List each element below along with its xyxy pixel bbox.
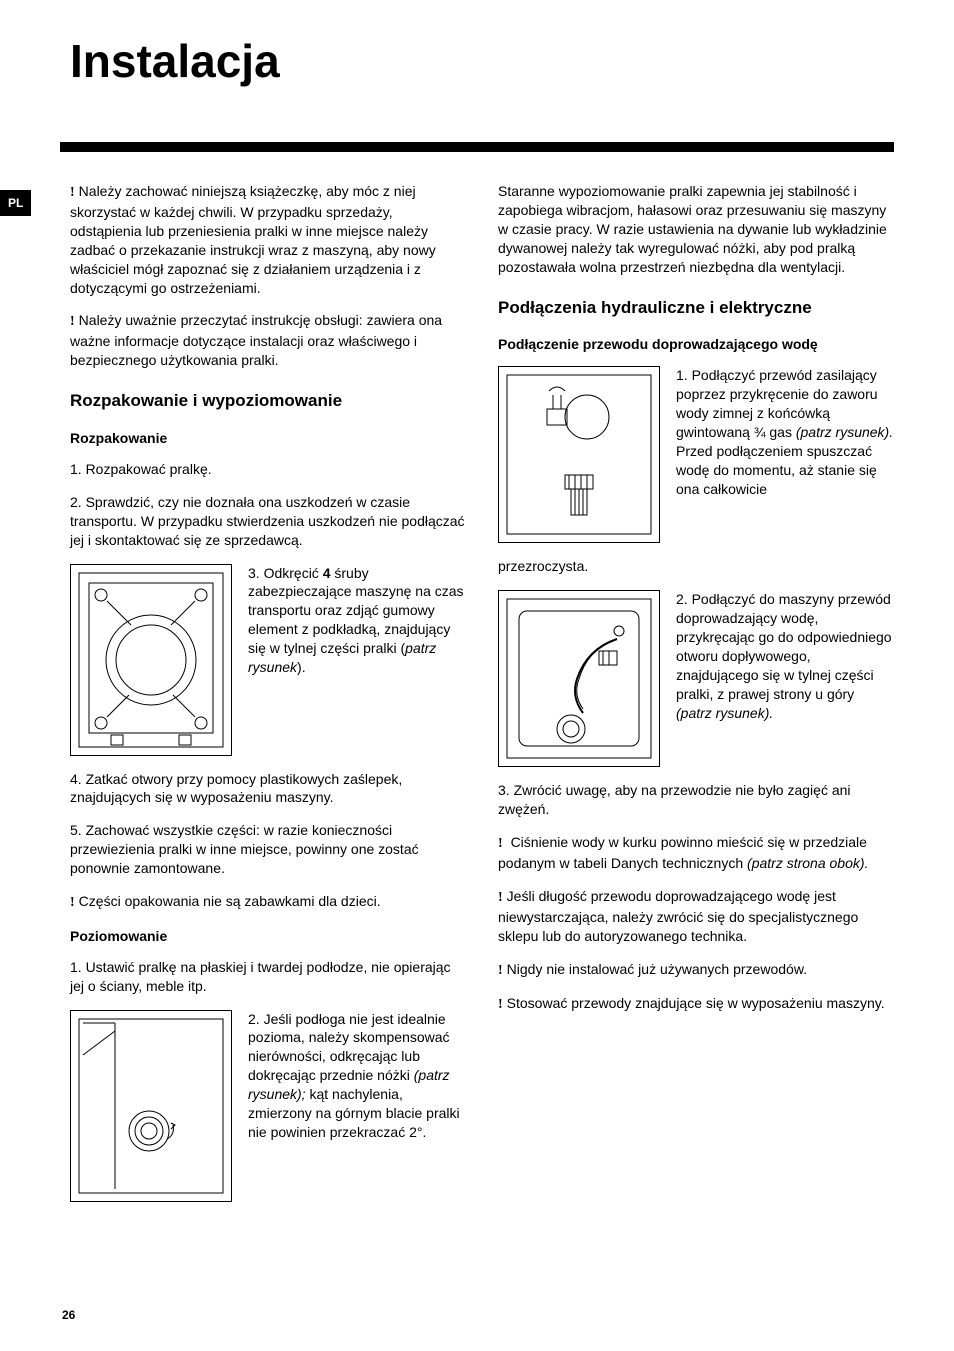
title-rule	[60, 142, 894, 152]
text-fragment: (patrz strona obok).	[747, 855, 868, 871]
warning-packaging: Części opakowania nie są zabawkami dla d…	[70, 892, 466, 913]
text-fragment: 4	[323, 565, 331, 581]
page-title: Instalacja	[70, 30, 894, 92]
text-fragment: (patrz rysunek).	[796, 424, 893, 440]
step-connect-rear: 2. Podłączyć do maszyny przewód doprowad…	[676, 590, 894, 722]
heading-unpack-level: Rozpakowanie i wypoziomowanie	[70, 390, 466, 413]
content-columns: Należy zachować niniejszą książeczkę, ab…	[60, 182, 894, 1215]
step-level-2: 2. Jeśli podłoga nie jest idealnie pozio…	[248, 1010, 466, 1142]
warning-pressure: Ciśnienie wody w kurku powinno mieścić s…	[498, 833, 894, 873]
warning-hose-length: Jeśli długość przewodu doprowadzającego …	[498, 887, 894, 946]
warning-used-hoses: Nigdy nie instalować już używanych przew…	[498, 960, 894, 981]
figure-transport-bolts	[70, 564, 232, 756]
text-fragment: 2. Podłączyć do maszyny przewód doprowad…	[676, 591, 892, 701]
warning-supplied-hoses: Stosować przewody znajdujące się w wypos…	[498, 994, 894, 1015]
figure-levelling-foot	[70, 1010, 232, 1202]
step-unpack-2: 2. Sprawdzić, czy nie doznała ona uszkod…	[70, 493, 466, 550]
step-level-1: 1. Ustawić pralkę na płaskiej i twardej …	[70, 958, 466, 996]
column-right: Staranne wypoziomowanie pralki zapewnia …	[498, 182, 894, 1215]
figure-row-rear: 2. Podłączyć do maszyny przewód doprowad…	[498, 590, 894, 767]
warning-read-manual: Należy uważnie przeczytać instrukcję obs…	[70, 311, 466, 370]
step-no-kinks: 3. Zwrócić uwagę, aby na przewodzie nie …	[498, 781, 894, 819]
text-fragment: 3. Odkręcić	[248, 565, 323, 581]
text-fragment: (patrz rysunek).	[676, 705, 773, 721]
step-connect-tap: 1. Podłączyć przewód zasilający poprzez …	[676, 366, 894, 498]
step-connect-tap-cont: przezroczysta.	[498, 557, 894, 576]
figure-row-tap: 1. Podłączyć przewód zasilający poprzez …	[498, 366, 894, 543]
text-fragment: Przed podłączeniem spuszczać wodę do mom…	[676, 443, 877, 497]
figure-row-bolts: 3. Odkręcić 4 śruby zabezpieczające masz…	[70, 564, 466, 756]
step-unpack-3: 3. Odkręcić 4 śruby zabezpieczające masz…	[248, 564, 466, 677]
figure-row-levelling: 2. Jeśli podłoga nie jest idealnie pozio…	[70, 1010, 466, 1202]
page-number: 26	[62, 1307, 75, 1323]
step-unpack-1: 1. Rozpakować pralkę.	[70, 460, 466, 479]
text-fragment: ).	[297, 659, 306, 675]
warning-keep-manual: Należy zachować niniejszą książeczkę, ab…	[70, 182, 466, 297]
heading-connections: Podłączenia hydrauliczne i elektryczne	[498, 297, 894, 320]
heading-unpacking: Rozpakowanie	[70, 429, 466, 448]
heading-levelling: Poziomowanie	[70, 927, 466, 946]
column-left: Należy zachować niniejszą książeczkę, ab…	[70, 182, 466, 1215]
step-unpack-5: 5. Zachować wszystkie części: w razie ko…	[70, 821, 466, 878]
heading-water-inlet: Podłączenie przewodu doprowadzającego wo…	[498, 335, 894, 354]
step-unpack-4: 4. Zatkać otwory przy pomocy plastikowyc…	[70, 770, 466, 808]
figure-tap-connection	[498, 366, 660, 543]
levelling-note: Staranne wypoziomowanie pralki zapewnia …	[498, 182, 894, 276]
figure-rear-connection	[498, 590, 660, 767]
language-tab: PL	[0, 190, 31, 216]
